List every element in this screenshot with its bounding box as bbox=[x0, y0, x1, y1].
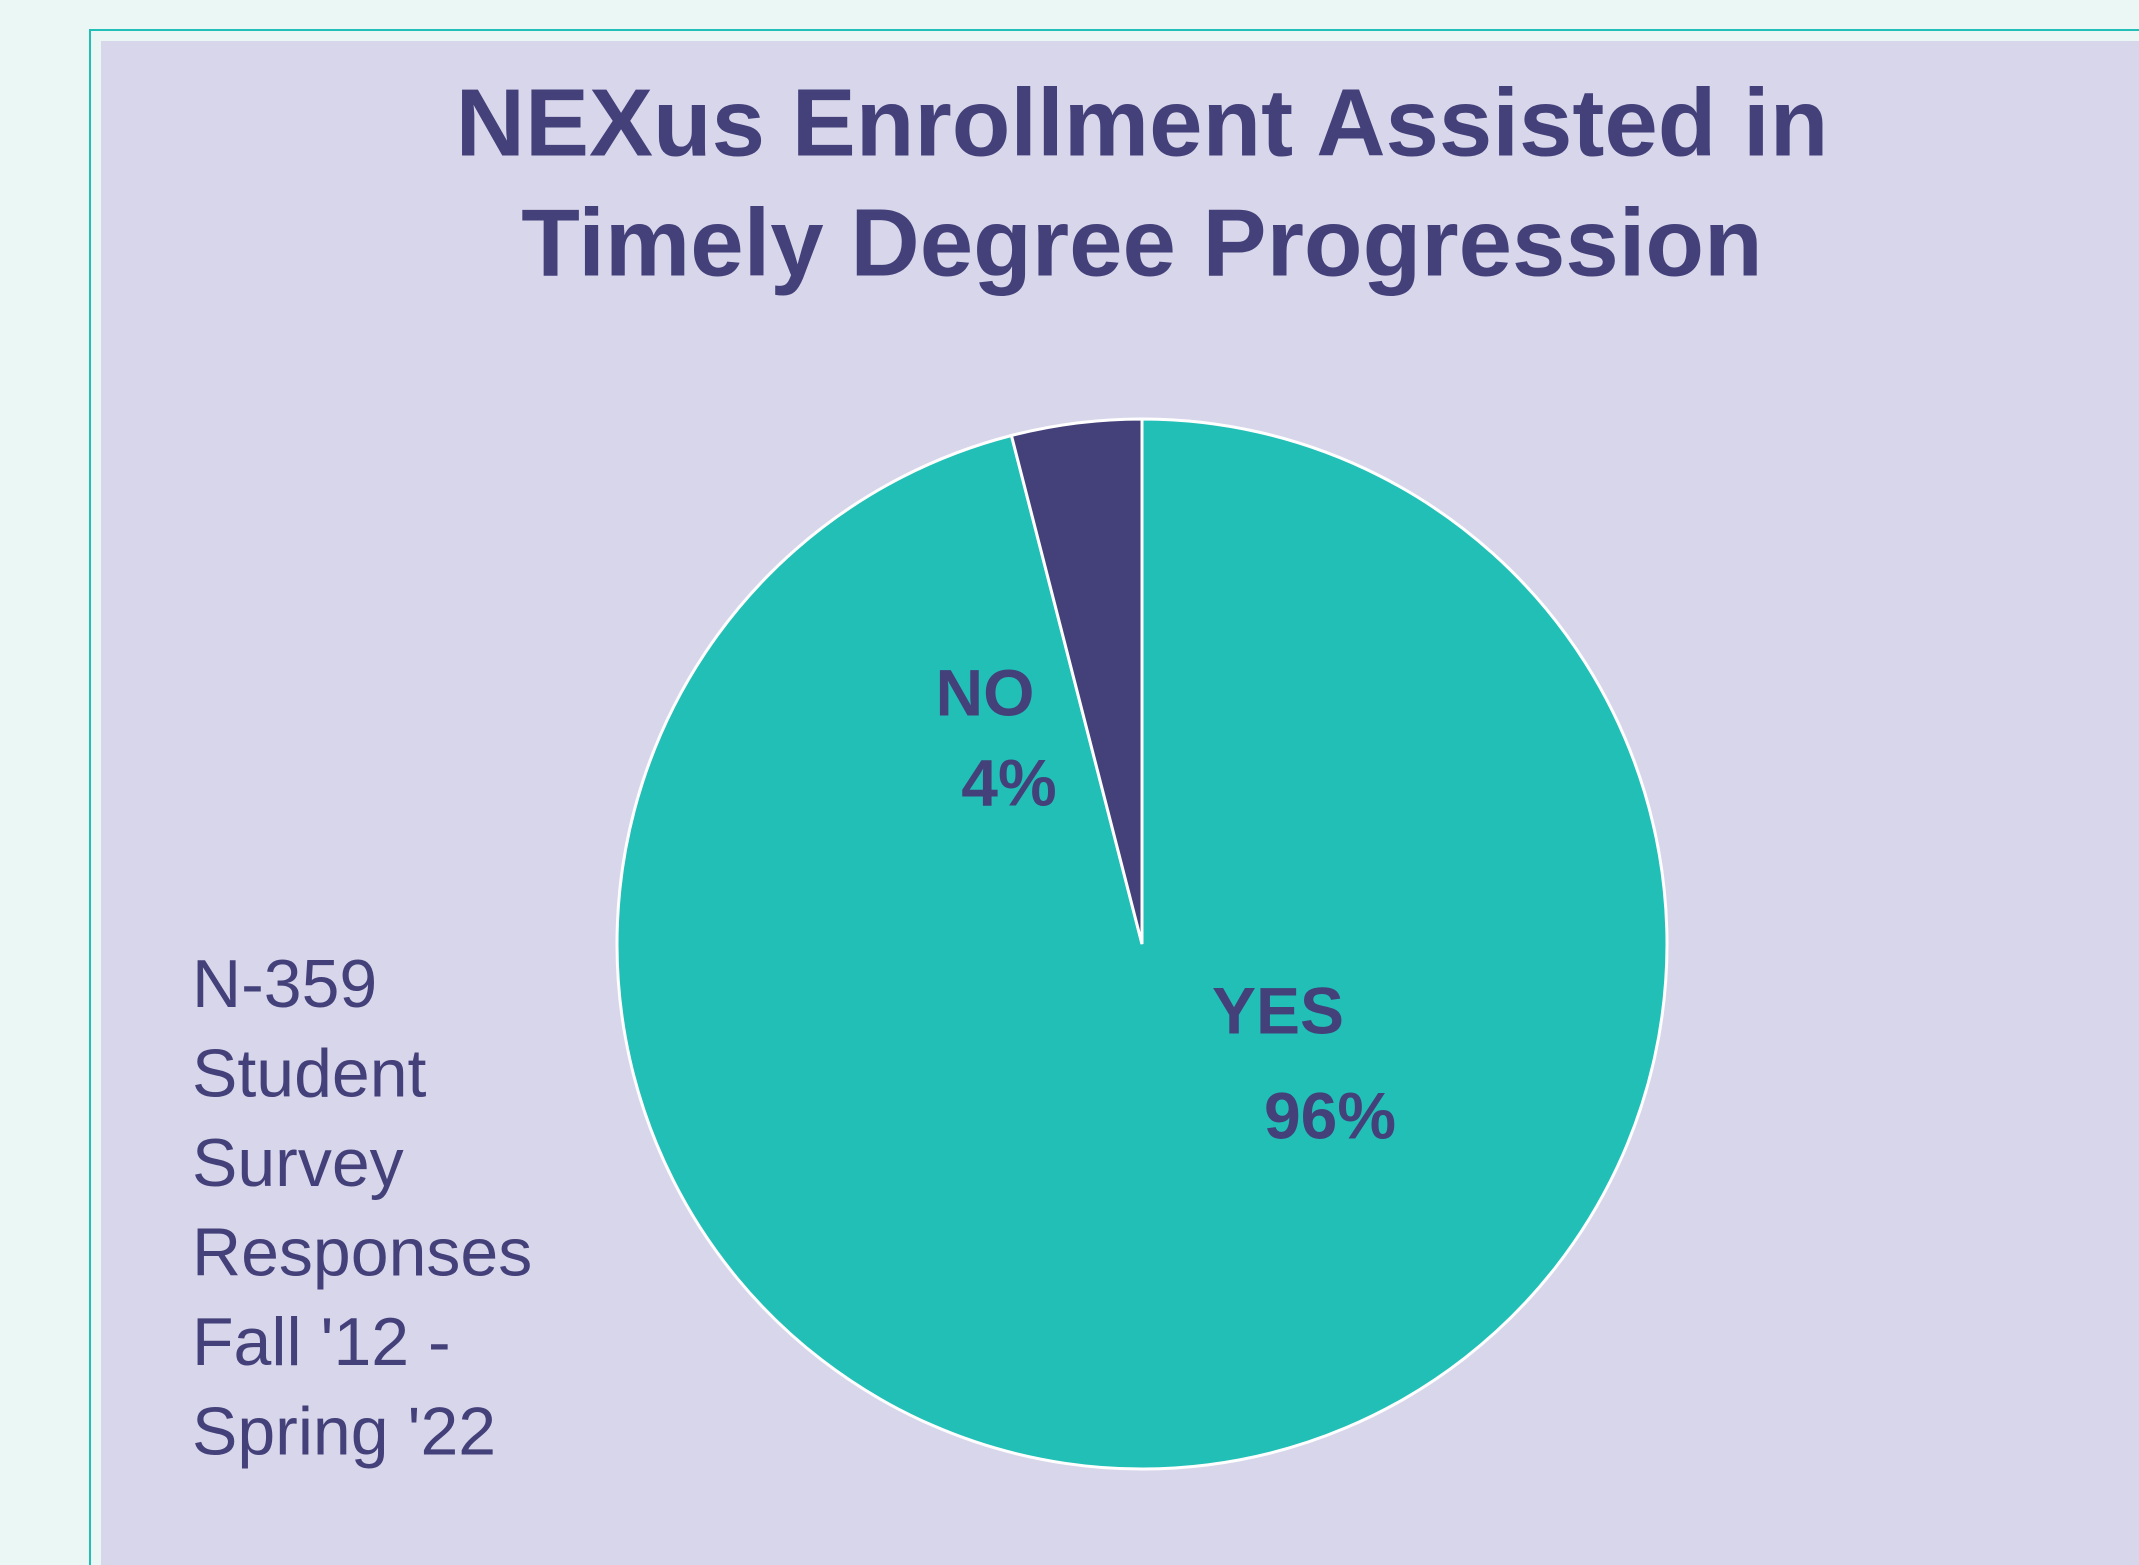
annotation: Responses bbox=[192, 1214, 532, 1290]
category-label: NO bbox=[936, 655, 1035, 729]
frame bbox=[89, 29, 2139, 1565]
value-label: 4% bbox=[961, 745, 1056, 819]
annotation: Spring '22 bbox=[192, 1393, 496, 1469]
value-label: 96% bbox=[1264, 1078, 1396, 1152]
annotation: Student bbox=[192, 1035, 427, 1111]
annotation: Fall '12 - bbox=[192, 1304, 451, 1380]
annotation: N-359 bbox=[192, 946, 377, 1022]
pie-slice bbox=[1009, 417, 1144, 945]
category-label: YES bbox=[1212, 973, 1344, 1047]
chart-title: NEXus Enrollment Assisted in bbox=[456, 69, 1829, 176]
annotation: Survey bbox=[192, 1125, 404, 1201]
chart-title: Timely Degree Progression bbox=[521, 189, 1762, 296]
